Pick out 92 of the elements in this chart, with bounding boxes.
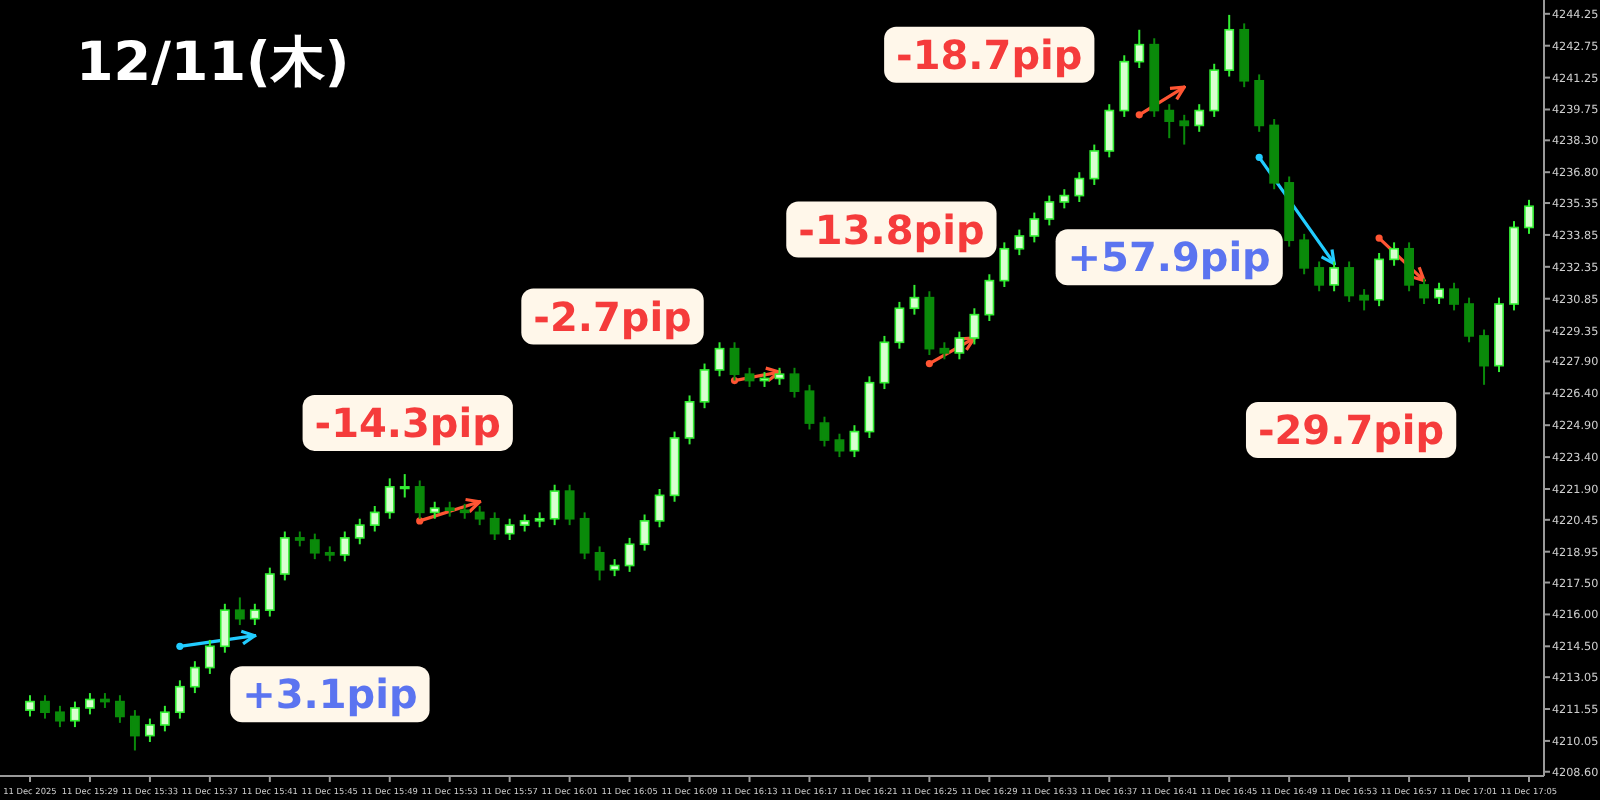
candlestick: [159, 704, 170, 733]
candlestick: [1164, 103, 1175, 140]
annotation: +3.1pip: [242, 670, 418, 719]
candlestick: [189, 660, 200, 695]
candlestick: [1059, 188, 1070, 210]
candlestick: [25, 694, 35, 718]
candlestick: [1044, 194, 1055, 227]
candlestick: [699, 362, 710, 410]
candlestick: [639, 513, 650, 552]
candlestick: [339, 530, 350, 563]
candlestick: [579, 511, 590, 561]
candlestick: [1074, 171, 1085, 203]
candlestick: [984, 273, 995, 323]
candlestick: [1314, 260, 1325, 293]
candlestick: [1524, 198, 1534, 235]
candlestick: [909, 283, 920, 316]
candlestick: [819, 415, 830, 448]
candlestick: [1449, 281, 1459, 312]
candlestick: [115, 694, 125, 724]
candlestick: [249, 602, 260, 627]
candlestick: [1434, 281, 1444, 306]
candlestick: [804, 383, 815, 431]
candlestick: [279, 530, 290, 582]
candlestick: [70, 700, 80, 729]
candlestick: [969, 307, 980, 346]
candlestick: [879, 334, 890, 391]
candlestick: [1134, 28, 1145, 70]
candlestick: [489, 511, 500, 542]
point: [416, 517, 424, 525]
candlestick: [1329, 260, 1340, 293]
candlestick: [1419, 277, 1429, 306]
candlestick: [474, 504, 485, 527]
candlestick: [219, 602, 230, 654]
candlestick: [204, 638, 215, 675]
point: [1375, 234, 1383, 242]
candlestick: [1254, 73, 1265, 133]
candlestick: [1194, 103, 1205, 133]
candlestick: [549, 483, 560, 527]
candlestick: [654, 487, 665, 529]
candlestick: [1344, 260, 1355, 303]
candlestick: [1104, 103, 1115, 159]
point: [1255, 153, 1263, 161]
candlestick: [999, 241, 1010, 289]
candlestick: [714, 341, 725, 378]
annotation: -2.7pip: [533, 292, 692, 341]
candlestick: [684, 394, 695, 446]
point: [1135, 111, 1143, 119]
candlestick: [1389, 241, 1400, 267]
candlestick: [729, 341, 740, 382]
candlestick: [849, 424, 860, 459]
candlestick: [954, 330, 965, 361]
candlestick: [1479, 328, 1489, 386]
candlestick: [624, 536, 635, 573]
candlestick: [1404, 241, 1415, 293]
candlestick: [744, 366, 755, 388]
candlestick: [85, 692, 95, 716]
candlestick: [1089, 143, 1100, 186]
candlestick: [504, 517, 515, 542]
candlestick: [1029, 211, 1040, 244]
candlestick: [1374, 252, 1385, 308]
candlestick: [129, 709, 140, 752]
candlestick: [1209, 62, 1220, 118]
candlestick: [354, 517, 365, 546]
candlestick: [264, 566, 275, 618]
candlestick: [234, 596, 245, 627]
text: 12/11(木): [76, 32, 350, 94]
candlestick: [399, 473, 410, 499]
annotation: +57.9pip: [1067, 233, 1271, 282]
candlestick: [55, 704, 65, 729]
candlestick: [1299, 232, 1310, 276]
candlestick: [834, 432, 845, 459]
candlestick: [894, 300, 905, 350]
candlestick: [40, 694, 50, 720]
candlestick: [1359, 288, 1370, 312]
candlestick: [1179, 113, 1190, 146]
point: [176, 642, 184, 650]
annotation: -18.7pip: [896, 30, 1083, 79]
candlestick: [174, 679, 185, 720]
candlestick: [1464, 296, 1474, 344]
annotation: -13.8pip: [798, 205, 985, 254]
candlestick: [369, 504, 380, 533]
candlestick: [1224, 13, 1235, 78]
candlestick: [309, 532, 320, 561]
candlestick: [789, 366, 800, 399]
annotation: -29.7pip: [1257, 406, 1445, 455]
point: [925, 359, 933, 368]
candlestick: [1014, 228, 1025, 257]
candlestick: [594, 545, 605, 582]
candlestick: [384, 477, 395, 520]
candlestick: [144, 717, 155, 743]
candlestick: [564, 483, 575, 527]
annotation: -14.3pip: [314, 398, 501, 447]
